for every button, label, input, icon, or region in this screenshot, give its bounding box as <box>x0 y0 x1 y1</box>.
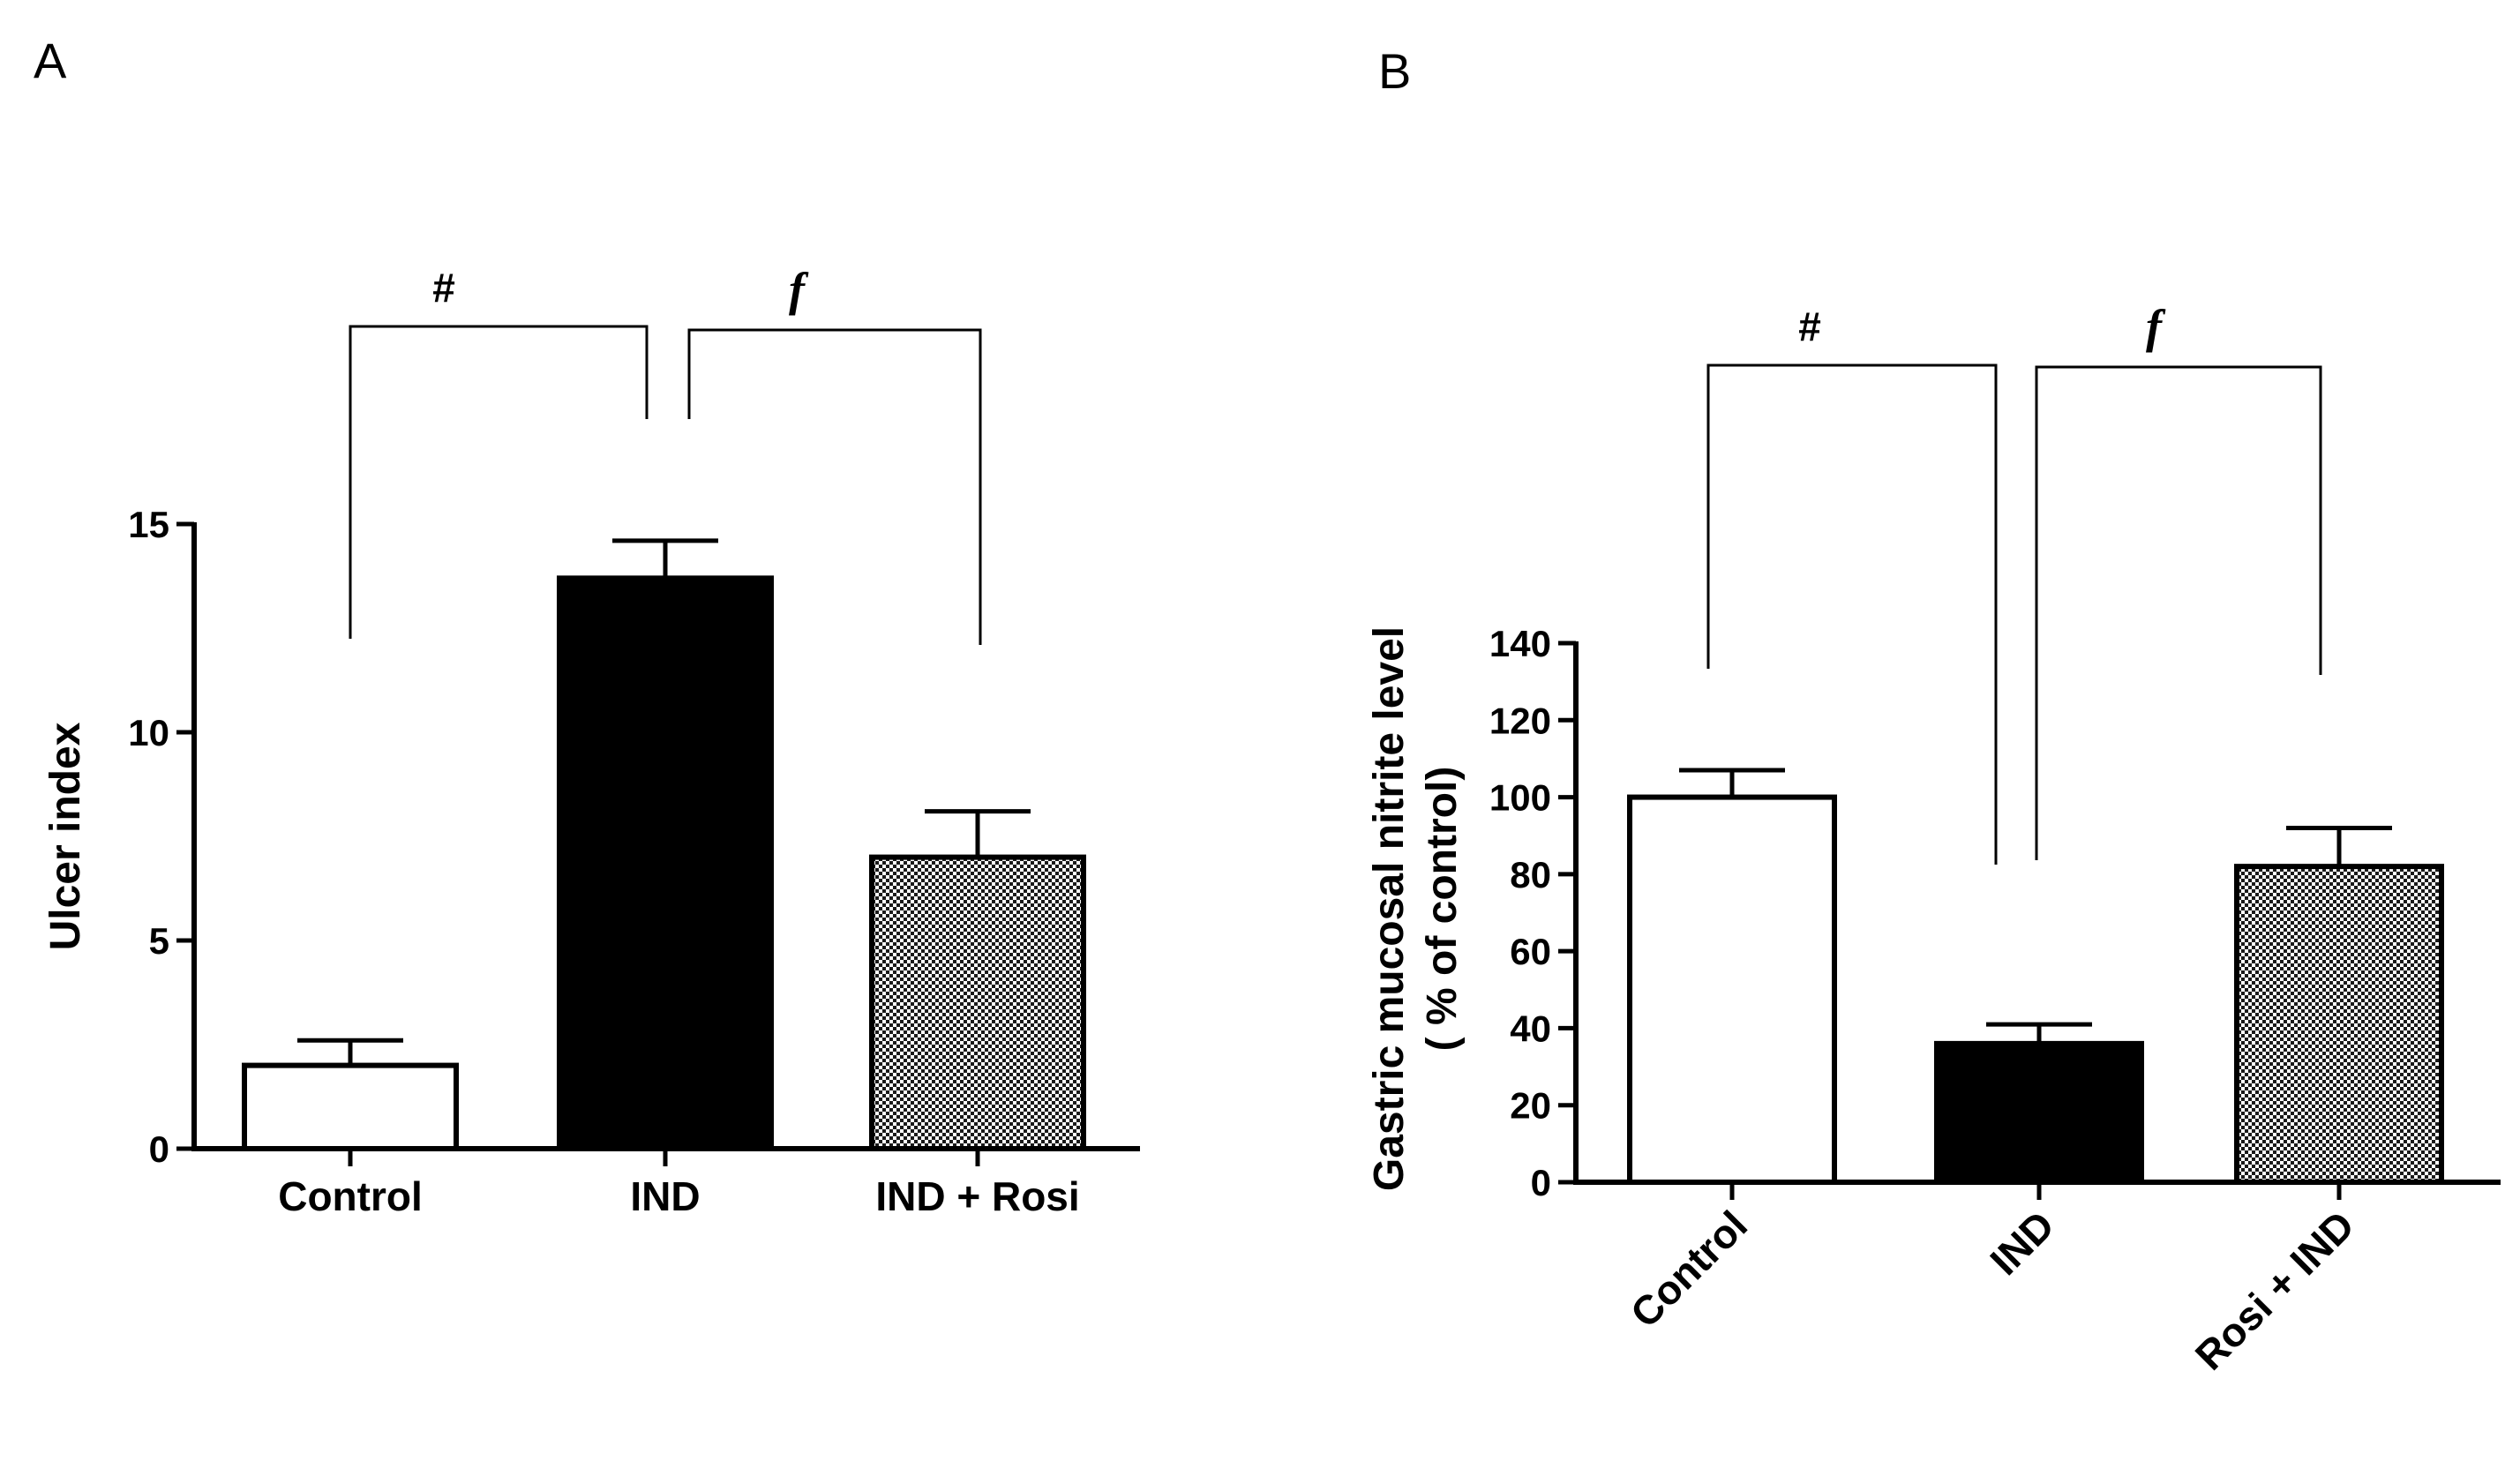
y-tick-label-b-3: 60 <box>1510 931 1551 972</box>
significance-symbol-b-0: # <box>1798 303 1821 349</box>
panel-label-a: A <box>34 33 67 88</box>
chart-b: 0 20 40 60 80 100 120 140 Control IND Rosi + IND Ga… <box>1366 300 2501 1379</box>
y-tick-label-b-1: 20 <box>1510 1085 1551 1127</box>
y-tick-label-b-5: 100 <box>1489 777 1551 819</box>
significance-bracket-a-1 <box>687 328 982 645</box>
significance-bracket-a-0 <box>349 325 649 639</box>
y-axis-title-a: Ulcer index <box>42 722 89 950</box>
category-label-a-1: IND <box>630 1173 700 1219</box>
bar-b-2 <box>2234 864 2444 1186</box>
category-label-b-1: IND <box>1981 1202 2063 1284</box>
bar-b-1 <box>1934 1040 2144 1186</box>
bar-b-0 <box>1627 794 1837 1185</box>
significance-symbol-b-1: f <box>2146 300 2166 353</box>
category-label-a-0: Control <box>278 1173 423 1219</box>
significance-bracket-b-0 <box>1706 363 1998 865</box>
y-axis-title-b-line-1: ( % of control) <box>1419 767 1466 1052</box>
bar-a-0 <box>242 1062 459 1151</box>
significance-bracket-b-1 <box>2035 365 2322 860</box>
y-tick-label-b-2: 40 <box>1510 1008 1551 1049</box>
panel-label-b: B <box>1378 43 1411 99</box>
category-label-a-2: IND + Rosi <box>875 1173 1079 1219</box>
y-axis-title-b-line-0: Gastric mucosal nitrite level <box>1366 626 1413 1191</box>
y-tick-label-a-3: 15 <box>128 504 169 545</box>
bar-a-2 <box>869 854 1086 1151</box>
chart-a: 0 5 10 15 Control IND IND + Rosi Ulcer index # f <box>42 263 1140 1219</box>
y-tick-label-b-0: 0 <box>1531 1162 1551 1203</box>
y-tick-label-b-7: 140 <box>1489 623 1551 664</box>
significance-symbol-a-0: # <box>432 265 455 311</box>
y-tick-label-a-0: 0 <box>149 1128 169 1170</box>
y-tick-label-a-1: 5 <box>149 920 169 962</box>
y-tick-label-a-2: 10 <box>128 712 169 753</box>
significance-symbol-a-1: f <box>789 263 809 316</box>
y-tick-label-b-6: 120 <box>1489 700 1551 741</box>
category-label-b-2: Rosi + IND <box>2186 1202 2363 1378</box>
y-tick-label-b-4: 80 <box>1510 854 1551 895</box>
category-label-b-0: Control <box>1622 1202 1756 1336</box>
bar-a-1 <box>557 575 774 1151</box>
